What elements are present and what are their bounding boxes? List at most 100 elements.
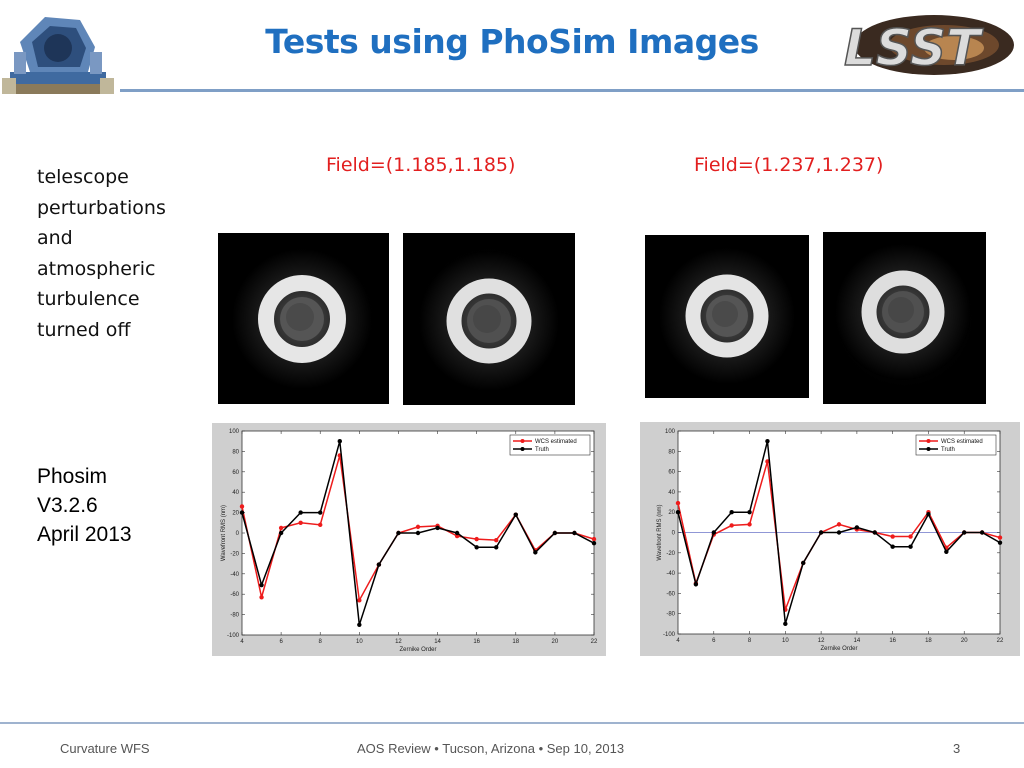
donut-image-4 (823, 232, 986, 404)
data-point-truth (591, 541, 597, 546)
data-point-wcs-estimated (675, 500, 681, 506)
legend-label: Truth (535, 447, 549, 453)
x-tick-label: 4 (240, 639, 244, 645)
legend-box (915, 434, 997, 456)
chart-left: 100 80 60 40 20 0 -20 -40 -60 -80 -100 4 6 8 10 12 14 16 1… (212, 423, 606, 656)
data-point-truth (908, 544, 913, 549)
data-point-truth (783, 621, 788, 627)
data-point-wcs-estimated (908, 534, 913, 539)
data-point-truth (962, 530, 967, 535)
data-point-wcs-estimated (729, 523, 734, 528)
data-point-wcs-estimated (997, 535, 1003, 540)
y-tick-label: -80 (666, 612, 675, 618)
data-point-truth (979, 530, 985, 535)
x-tick-label: 14 (434, 639, 441, 645)
data-point-truth (337, 439, 342, 444)
lsst-logo: LSST (834, 10, 1014, 80)
version-text: Phosim V3.2.6 April 2013 (37, 462, 132, 549)
data-point-truth (729, 510, 734, 515)
x-tick-label: 16 (473, 639, 480, 645)
x-tick-label: 12 (395, 639, 402, 645)
y-tick-label: 40 (668, 490, 675, 496)
description-line: telescope (37, 166, 129, 188)
data-point-wcs-estimated (765, 459, 770, 464)
data-point-truth (997, 540, 1003, 545)
data-point-truth (259, 582, 264, 588)
data-point-truth (872, 530, 877, 535)
legend-marker (926, 439, 931, 443)
description-text: telescope perturbations and atmospheric … (37, 162, 166, 345)
y-axis-label: Wavefront RMS (nm) (657, 504, 663, 560)
x-tick-label: 10 (356, 639, 363, 645)
slide-title: Tests using PhoSim Images (265, 22, 759, 61)
data-point-truth (926, 512, 931, 517)
description-line: and (37, 227, 73, 249)
x-tick-label: 8 (319, 639, 323, 645)
x-tick-label: 20 (552, 639, 559, 645)
y-tick-label: 20 (232, 511, 239, 517)
x-tick-label: 4 (676, 638, 680, 644)
description-line: perturbations (37, 196, 166, 219)
data-point-truth (552, 530, 558, 536)
y-tick-label: -60 (230, 592, 239, 598)
data-point-truth (494, 545, 499, 550)
data-point-wcs-estimated (494, 537, 499, 543)
data-point-truth (513, 512, 518, 517)
header-divider (120, 89, 1024, 92)
y-axis-label: Wavefront RMS (nm) (221, 505, 227, 561)
data-point-truth (357, 622, 362, 627)
x-tick-label: 20 (961, 638, 968, 644)
x-tick-label: 6 (712, 638, 716, 644)
data-point-wcs-estimated (318, 522, 323, 528)
x-axis-label: Zernike Order (399, 647, 436, 653)
description-line: turned off (37, 318, 131, 341)
footer-divider (0, 722, 1024, 724)
y-tick-label: -100 (663, 632, 676, 638)
data-point-truth (572, 530, 577, 536)
y-tick-label: -40 (666, 571, 675, 577)
y-tick-label: -40 (230, 572, 239, 578)
data-point-truth (435, 525, 440, 531)
data-point-truth (747, 510, 752, 515)
y-tick-label: 40 (232, 490, 239, 496)
data-point-truth (854, 525, 860, 530)
data-point-wcs-estimated (239, 504, 245, 509)
y-tick-label: 0 (672, 531, 676, 537)
legend-label: WCS estimated (941, 439, 983, 445)
data-point-wcs-estimated (298, 520, 303, 525)
data-point-truth (944, 549, 949, 554)
data-point-truth (298, 510, 303, 515)
data-point-truth (711, 530, 716, 535)
data-point-truth (890, 544, 895, 549)
x-tick-label: 6 (279, 639, 283, 645)
data-point-truth (533, 550, 538, 555)
data-point-truth (415, 530, 421, 536)
legend-label: Truth (941, 447, 955, 453)
data-point-wcs-estimated (357, 598, 362, 603)
footer-left: Curvature WFS (60, 741, 150, 756)
x-tick-label: 10 (782, 638, 789, 644)
page-number: 3 (953, 741, 961, 756)
y-tick-label: -20 (666, 551, 675, 557)
legend-marker (926, 447, 931, 451)
data-point-wcs-estimated (278, 525, 284, 531)
donut-image-2 (403, 233, 575, 405)
x-tick-label: 18 (512, 639, 519, 645)
data-point-truth (318, 510, 323, 515)
y-tick-label: 100 (229, 429, 240, 435)
data-point-truth (801, 560, 806, 566)
donut-image-1 (218, 233, 389, 404)
y-tick-label: -100 (227, 633, 240, 639)
data-point-truth (818, 530, 824, 535)
legend-label: WCS estimated (535, 439, 577, 445)
data-point-wcs-estimated (890, 534, 895, 539)
y-tick-label: 20 (668, 510, 675, 516)
data-point-truth (376, 562, 382, 567)
x-axis-label: Zernike Order (820, 646, 857, 652)
legend-box (509, 434, 591, 456)
y-tick-label: 80 (668, 449, 675, 455)
x-tick-label: 12 (818, 638, 825, 644)
svg-text:LSST: LSST (844, 19, 984, 77)
description-line: atmospheric (37, 257, 156, 280)
